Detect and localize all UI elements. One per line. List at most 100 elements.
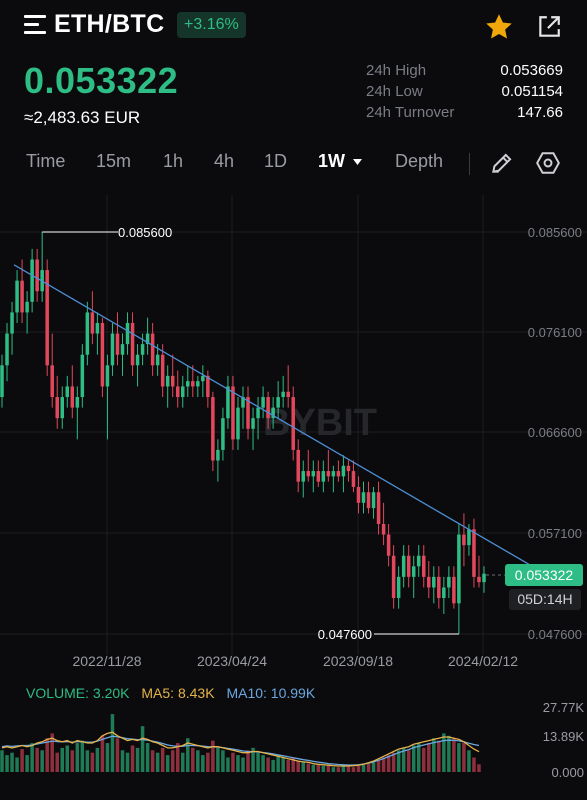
indicator-settings-icon[interactable] xyxy=(535,150,561,176)
volume-bar xyxy=(170,750,175,772)
top-bar: ETH/BTC +3.16% xyxy=(0,0,587,52)
watermark: BYBIT xyxy=(263,402,377,444)
candle xyxy=(381,523,386,535)
candle xyxy=(391,555,396,599)
volume-bar xyxy=(432,738,436,772)
candle xyxy=(286,391,290,398)
candle xyxy=(281,391,285,398)
volume-bar xyxy=(346,765,351,772)
tab-15m[interactable]: 15m xyxy=(96,151,132,171)
candle xyxy=(296,449,300,482)
volume-bar xyxy=(351,767,356,772)
candle xyxy=(75,397,80,408)
tab-1w-label: 1W xyxy=(318,151,345,171)
volume-bar xyxy=(80,740,85,772)
volume-bar xyxy=(145,743,150,772)
volume-bar xyxy=(296,761,300,772)
candle xyxy=(406,555,411,577)
menu-icon[interactable] xyxy=(24,15,46,35)
volume-bar xyxy=(271,759,275,772)
pair-title[interactable]: ETH/BTC xyxy=(54,10,165,38)
volume-bar xyxy=(356,765,361,772)
candle xyxy=(271,407,275,419)
candle xyxy=(231,386,235,440)
volume-bar xyxy=(125,752,130,772)
candle xyxy=(396,576,401,599)
candle xyxy=(65,386,70,398)
volume-bar xyxy=(291,757,295,772)
tab-time[interactable]: Time xyxy=(26,151,66,171)
candle xyxy=(180,386,185,398)
candle xyxy=(266,397,270,419)
candle xyxy=(447,576,451,588)
candle xyxy=(85,312,90,355)
volume-axis-label: 13.89K xyxy=(543,729,585,744)
candle xyxy=(120,344,125,355)
candle xyxy=(376,492,381,524)
volume-bar xyxy=(381,757,386,772)
volume-bar xyxy=(361,764,366,772)
tab-1d[interactable]: 1D xyxy=(264,151,288,171)
candle xyxy=(457,534,461,604)
candle xyxy=(201,375,205,382)
kline-chart[interactable]: BYBIT 0.085600 0.076100 0.066600 0.057100 0.0… xyxy=(0,195,587,800)
volume-bar xyxy=(175,743,180,772)
volume-bar xyxy=(406,750,411,772)
candle xyxy=(100,322,105,387)
candle xyxy=(25,301,29,313)
volume-bar xyxy=(427,743,431,772)
candle xyxy=(155,354,160,366)
tab-1w[interactable]: 1W xyxy=(318,151,363,172)
stat-value: 147.66 xyxy=(517,104,563,121)
volume-bar xyxy=(120,750,125,772)
volume-bar xyxy=(231,752,235,772)
pencil-icon[interactable] xyxy=(489,150,515,176)
volume-bar xyxy=(60,747,65,772)
volume-bar xyxy=(221,750,225,772)
candle xyxy=(216,449,220,461)
volume-bar xyxy=(15,757,19,772)
candle xyxy=(482,573,486,583)
volume-bar xyxy=(462,743,466,772)
volume-bar xyxy=(371,762,376,772)
min-marker-label: 0.047600 xyxy=(318,627,372,642)
volume-bar xyxy=(211,740,215,772)
volume-bar xyxy=(241,757,245,772)
candle xyxy=(206,375,210,398)
share-icon[interactable] xyxy=(536,14,562,40)
candle xyxy=(15,280,19,313)
volume-bar xyxy=(276,755,280,772)
tab-depth[interactable]: Depth xyxy=(395,151,444,171)
volume-bar xyxy=(95,747,100,772)
volume-bar xyxy=(366,763,371,772)
volume-axis-label: 0.000 xyxy=(551,765,584,780)
volume-bar xyxy=(105,743,110,772)
candle xyxy=(361,492,366,503)
volume-bar xyxy=(306,763,311,772)
price-axis-label: 0.066600 xyxy=(528,425,582,440)
candle xyxy=(170,375,175,387)
current-price-label: 0.053322 xyxy=(515,567,574,583)
candle xyxy=(20,280,24,313)
volume-bar xyxy=(90,752,95,772)
volume-bar xyxy=(437,740,441,772)
ma5-line xyxy=(1,731,480,767)
candle xyxy=(251,418,255,429)
candle xyxy=(241,397,245,408)
star-icon[interactable] xyxy=(484,12,514,42)
volume-bar xyxy=(55,752,59,772)
volume-bar xyxy=(226,757,230,772)
candle xyxy=(437,576,441,599)
volume-bar xyxy=(331,767,336,772)
tab-1h[interactable]: 1h xyxy=(163,151,184,171)
candle xyxy=(5,333,9,366)
volume-bar xyxy=(411,745,416,772)
tab-4h[interactable]: 4h xyxy=(214,151,235,171)
candle xyxy=(135,354,140,366)
volume-bar xyxy=(140,726,145,772)
volume-bar xyxy=(70,750,75,772)
volume-bar xyxy=(452,738,456,772)
date-axis-label: 2023/09/18 xyxy=(323,653,393,669)
volume-bar xyxy=(206,752,210,772)
max-marker-label: 0.085600 xyxy=(118,225,172,240)
